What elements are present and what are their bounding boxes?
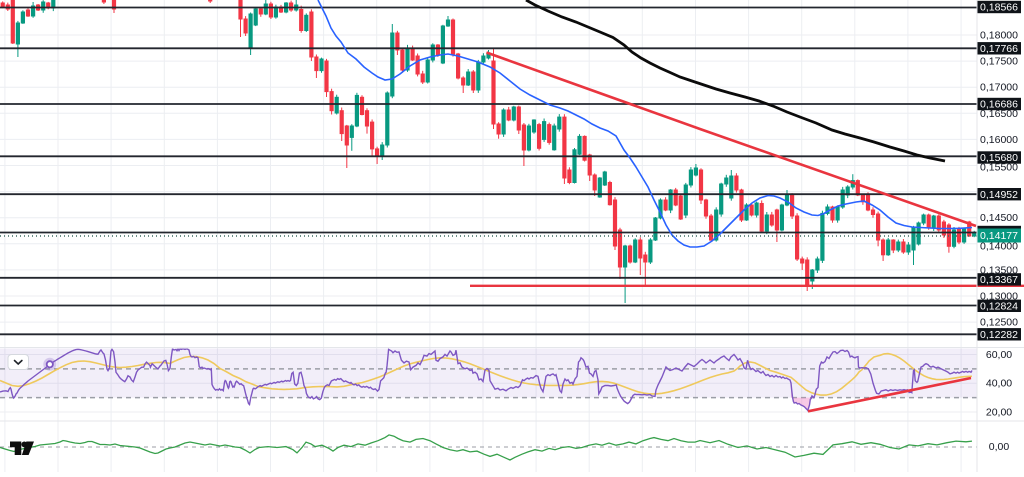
svg-text:0,00: 0,00 (989, 441, 1010, 453)
svg-text:0,18566: 0,18566 (980, 2, 1018, 14)
svg-text:0,14000: 0,14000 (980, 240, 1018, 252)
svg-text:20,00: 20,00 (986, 407, 1012, 419)
svg-text:0,17500: 0,17500 (980, 56, 1018, 68)
svg-text:0,15680: 0,15680 (980, 152, 1018, 164)
svg-text:40,00: 40,00 (986, 378, 1012, 390)
svg-text:0,13367: 0,13367 (980, 274, 1018, 286)
svg-text:0,13000: 0,13000 (980, 291, 1018, 303)
svg-text:0,14952: 0,14952 (980, 189, 1018, 201)
svg-text:0,17766: 0,17766 (980, 43, 1018, 55)
svg-text:0,15500: 0,15500 (980, 162, 1018, 174)
svg-text:0,14177: 0,14177 (980, 230, 1018, 242)
svg-text:0,16500: 0,16500 (980, 108, 1018, 120)
svg-text:0,12824: 0,12824 (980, 300, 1018, 312)
svg-text:0,12500: 0,12500 (980, 317, 1018, 329)
svg-text:60,00: 60,00 (986, 349, 1012, 361)
svg-text:0,12282: 0,12282 (980, 329, 1018, 341)
svg-text:0,16686: 0,16686 (980, 99, 1018, 111)
svg-text:0,14500: 0,14500 (980, 212, 1018, 224)
svg-text:0,16000: 0,16000 (980, 134, 1018, 146)
svg-text:0,17000: 0,17000 (980, 82, 1018, 94)
svg-text:0,18000: 0,18000 (980, 30, 1018, 42)
